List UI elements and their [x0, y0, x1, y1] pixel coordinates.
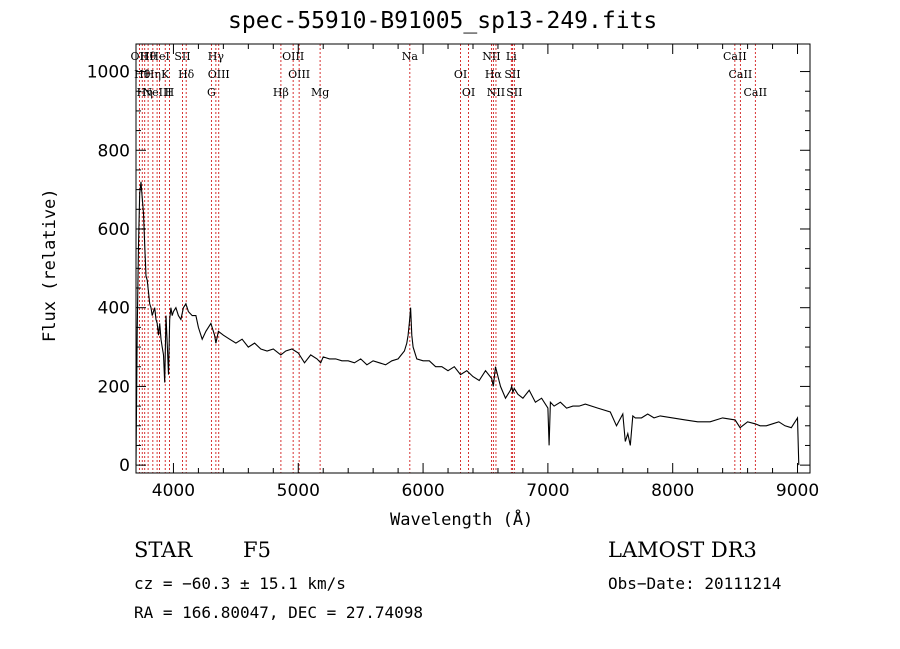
line-label: Mg [311, 86, 329, 99]
line-label: CaII [723, 50, 747, 63]
redshift-cz: cz = −60.3 ± 15.1 km/s [134, 574, 346, 593]
line-label: OI [454, 68, 467, 81]
chart-title: spec-55910-B91005_sp13-249.fits [228, 8, 658, 34]
x-tick-label: 8000 [651, 481, 694, 501]
line-label: H [165, 86, 175, 99]
line-label: Na [402, 50, 419, 63]
line-label: Hβ [273, 86, 289, 99]
y-tick-label: 600 [98, 220, 130, 240]
line-label: G [207, 86, 216, 99]
line-label: SII [506, 86, 522, 99]
spectrum-line [135, 181, 800, 466]
line-label: NII [487, 86, 505, 99]
line-label: OIII [208, 68, 230, 81]
line-label: OI [462, 86, 475, 99]
line-label: Li [506, 50, 517, 63]
x-tick-label: 6000 [401, 481, 444, 501]
x-tick-label: 5000 [277, 481, 320, 501]
line-label: CaII [743, 86, 767, 99]
y-axis-ticks: 0 200 400 600 800 1000 [87, 63, 810, 476]
survey-name: LAMOST DR3 [608, 538, 757, 562]
line-label: OIII [288, 68, 310, 81]
line-label: Hθ [140, 50, 157, 63]
object-class: STAR [134, 538, 193, 562]
y-tick-label: 0 [119, 456, 130, 476]
line-label: Hη [145, 68, 161, 81]
line-label: OIII [282, 50, 304, 63]
object-subclass: F5 [243, 538, 271, 562]
x-tick-label: 4000 [152, 481, 195, 501]
line-label: NII [482, 50, 500, 63]
line-label: K [161, 68, 170, 81]
x-tick-label: 9000 [776, 481, 819, 501]
plot-frame [135, 43, 811, 474]
x-axis-label: Wavelength (Å) [390, 510, 534, 530]
coordinates: RA = 166.80047, DEC = 27.74098 [134, 603, 423, 622]
x-axis-ticks: 4000 5000 6000 7000 8000 9000 [152, 44, 819, 501]
line-label: SII [504, 68, 520, 81]
y-tick-label: 400 [98, 299, 130, 319]
line-label: Hδ [178, 68, 195, 81]
emission-line-markers [138, 44, 756, 473]
line-label: NeIII [143, 86, 172, 99]
emission-line-labels: OIIHθHηHθHηNeIIIHeIKHSIIHδGHγOIIIHβOIIIO… [131, 50, 768, 99]
line-label: CaII [729, 68, 753, 81]
line-label: Hγ [208, 50, 225, 63]
x-tick-label: 7000 [526, 481, 569, 501]
line-label: HeI [149, 50, 169, 63]
y-tick-label: 1000 [87, 63, 130, 83]
y-tick-label: 200 [98, 377, 130, 397]
line-label: Hα [485, 68, 503, 81]
y-tick-label: 800 [98, 141, 130, 161]
y-axis-label: Flux (relative) [40, 188, 60, 342]
obs-date: Obs−Date: 20111214 [608, 574, 782, 593]
line-label: OII [131, 50, 149, 63]
line-label: SII [174, 50, 190, 63]
line-label: Hη [137, 86, 153, 99]
